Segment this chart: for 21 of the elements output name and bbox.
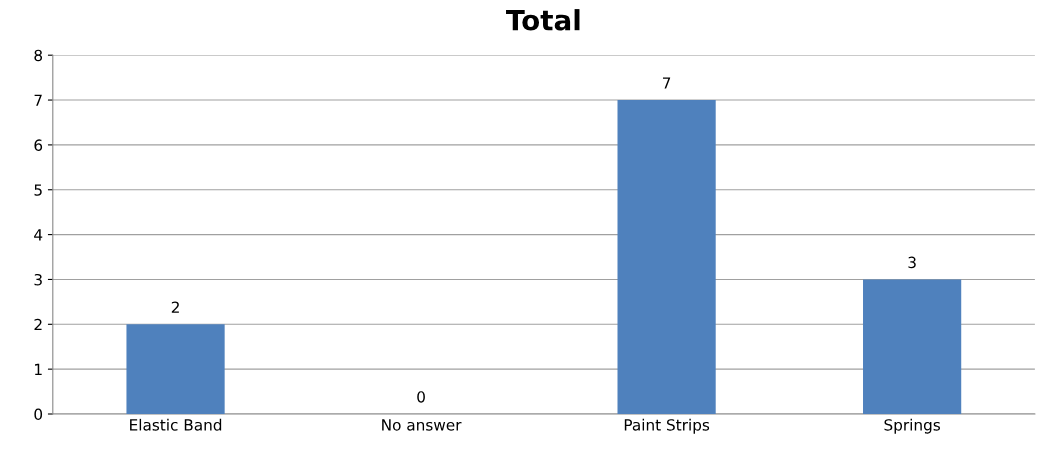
y-tick-label: 0	[34, 408, 43, 421]
bar	[617, 100, 716, 414]
y-tick-label: 1	[35, 363, 42, 375]
chart-title: Total	[506, 9, 580, 31]
x-tick-label: Springs	[884, 418, 940, 434]
y-tick-label: 5	[34, 184, 42, 196]
x-tick-label: Elastic Band	[130, 418, 222, 431]
bar	[863, 279, 962, 414]
y-tick-label: 6	[34, 139, 43, 151]
data-label: 7	[662, 77, 671, 89]
y-tick-label: 8	[34, 49, 43, 62]
data-label: 0	[417, 391, 425, 403]
bar	[126, 324, 225, 414]
y-tick-label: 4	[34, 229, 43, 241]
y-tick-label: 3	[34, 273, 42, 286]
data-label: 3	[908, 256, 916, 269]
x-tick-label: Paint Strips	[624, 418, 710, 434]
data-label: 2	[171, 301, 179, 313]
x-tick-label: No answer	[382, 419, 462, 431]
y-tick-label: 2	[34, 318, 42, 331]
y-tick-label: 7	[34, 94, 42, 106]
